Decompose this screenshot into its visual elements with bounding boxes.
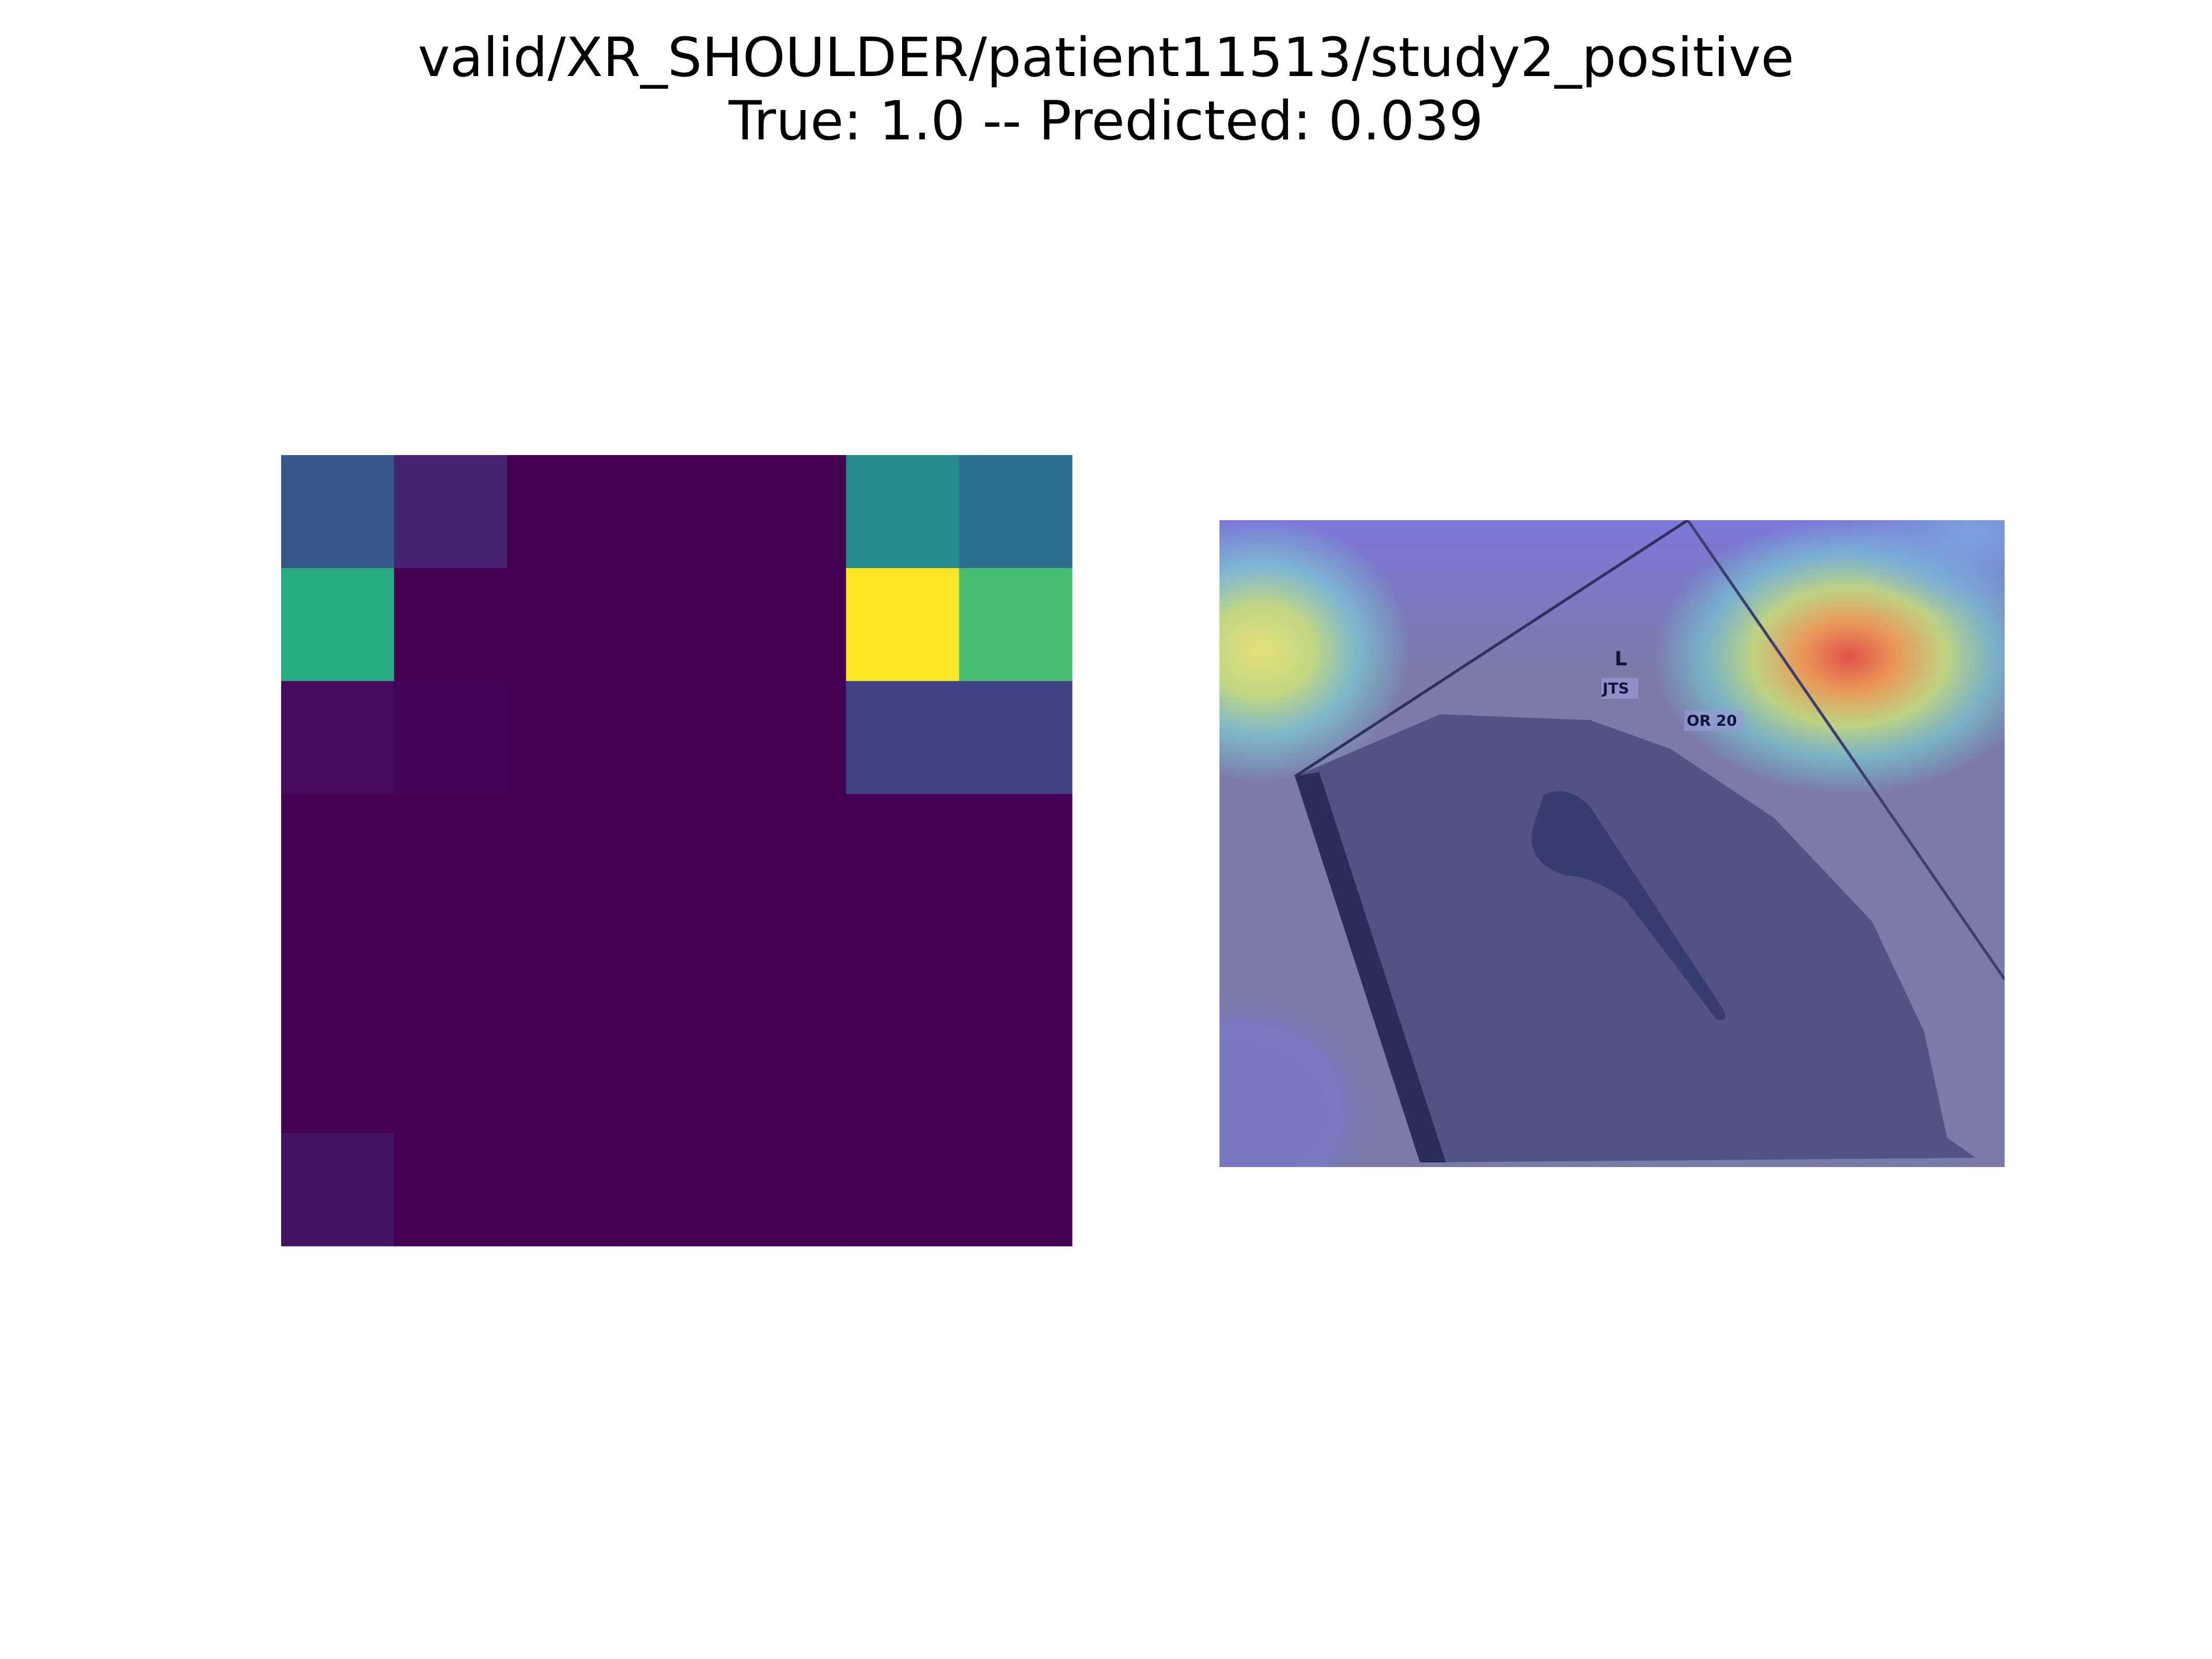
xray-label-l: L (1615, 647, 1627, 671)
heatmap-cell-r0-c5 (846, 455, 960, 569)
prosthesis-implant (1531, 791, 1726, 1020)
heatmap-cell-r4-c5 (846, 907, 960, 1021)
heatmap-cell-r6-c6 (959, 1132, 1073, 1247)
xray-label-jts: JTS (1601, 680, 1629, 698)
heatmap-cell-r4-c2 (507, 907, 621, 1021)
heatmap-cell-r3-c2 (507, 794, 621, 908)
heatmap-cell-r1-c0 (281, 568, 395, 681)
heatmap-cell-r3-c5 (846, 794, 960, 908)
heatmap-cell-r0-c3 (620, 455, 734, 569)
heatmap-cell-r3-c0 (281, 794, 395, 908)
heatmap-cell-r4-c4 (733, 907, 847, 1021)
arm-silhouette (1295, 714, 1976, 1162)
heatmap-cell-r1-c3 (620, 568, 734, 681)
heatmap-cell-r3-c6 (959, 794, 1073, 908)
heatmap-cell-r6-c3 (620, 1132, 734, 1247)
heatmap-cell-r5-c6 (959, 1020, 1073, 1134)
figure-title-line-2: True: 1.0 -- Predicted: 0.039 (728, 90, 1484, 153)
figure-title-line-1: valid/XR_SHOULDER/patient11513/study2_po… (418, 26, 1794, 89)
activation-bottom-left (1219, 1014, 1354, 1167)
activation-top-right (1843, 520, 2005, 616)
plate-shadow (1295, 772, 1446, 1162)
heatmap-cell-r6-c1 (394, 1132, 507, 1247)
xray-overlay-image: L JTS OR 20 (1219, 520, 2005, 1167)
heatmap-cell-r2-c1 (394, 681, 507, 795)
heatmap-cell-r6-c5 (846, 1132, 960, 1247)
heatmap-cell-r6-c2 (507, 1132, 621, 1247)
heatmap-cell-r2-c5 (846, 681, 960, 795)
heatmap-cell-r2-c2 (507, 681, 621, 795)
heatmap-cell-r4-c1 (394, 907, 507, 1021)
xray-label-bg-2 (1684, 710, 1744, 731)
heatmap-grid (281, 455, 1073, 1247)
activation-left-hotspot (1219, 520, 1411, 783)
heatmap-cell-r2-c3 (620, 681, 734, 795)
heatmap-cell-r3-c3 (620, 794, 734, 908)
heatmap-cell-r1-c2 (507, 568, 621, 681)
heatmap-cell-r5-c3 (620, 1020, 734, 1134)
heatmap-cell-r0-c4 (733, 455, 847, 569)
plate-edge (1686, 520, 2005, 980)
heatmap-cell-r5-c0 (281, 1020, 395, 1134)
heatmap-cell-r0-c0 (281, 455, 395, 569)
heatmap-cell-r2-c0 (281, 681, 395, 795)
heatmap-cell-r3-c1 (394, 794, 507, 908)
heatmap-cell-r2-c4 (733, 681, 847, 795)
xray-label-bg (1601, 678, 1638, 699)
plate-top-edge (1294, 520, 1689, 778)
heatmap-cell-r5-c4 (733, 1020, 847, 1134)
heatmap-cell-r6-c0 (281, 1132, 395, 1247)
heatmap-cell-r4-c0 (281, 907, 395, 1021)
heatmap-cell-r1-c6 (959, 568, 1073, 681)
heatmap-cell-r4-c6 (959, 907, 1073, 1021)
heatmap-cell-r6-c4 (733, 1132, 847, 1247)
heatmap-cell-r0-c6 (959, 455, 1073, 569)
heatmap-cell-r3-c4 (733, 794, 847, 908)
heatmap-cell-r5-c2 (507, 1020, 621, 1134)
heatmap-cell-r4-c3 (620, 907, 734, 1021)
heatmap-cell-r0-c1 (394, 455, 507, 569)
heatmap-cell-r2-c6 (959, 681, 1073, 795)
heatmap-cell-r1-c1 (394, 568, 507, 681)
xray-label-or20: OR 20 (1687, 713, 1737, 730)
heatmap-cell-r1-c5 (846, 568, 960, 681)
heatmap-cell-r0-c2 (507, 455, 621, 569)
heatmap-cell-r5-c5 (846, 1020, 960, 1134)
heatmap-cell-r5-c1 (394, 1020, 507, 1134)
heatmap-cell-r1-c4 (733, 568, 847, 681)
